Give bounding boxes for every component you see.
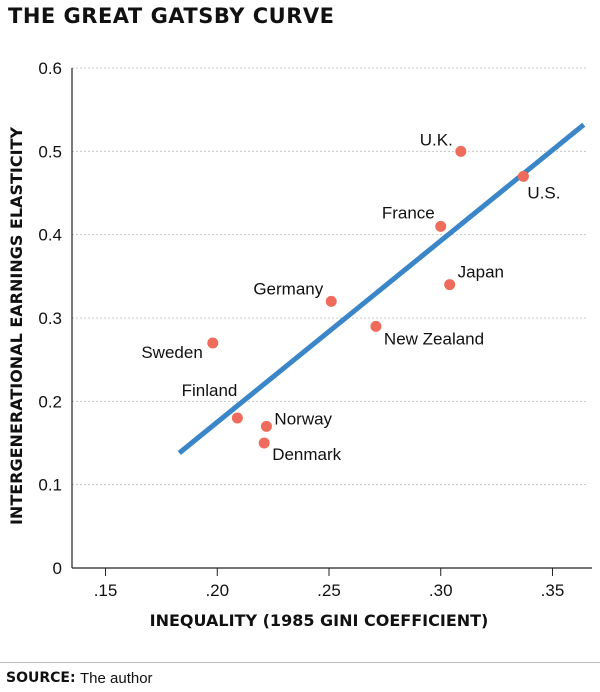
data-point bbox=[517, 170, 529, 182]
source-label: SOURCE: bbox=[6, 670, 76, 686]
point-labels: U.K. U.S. France Japan Germany New Zealand Swe… bbox=[141, 130, 560, 464]
x-tick-label: .25 bbox=[317, 581, 341, 600]
data-point bbox=[455, 145, 467, 157]
point-label: France bbox=[382, 203, 435, 222]
point-label: Finland bbox=[182, 381, 238, 400]
data-point bbox=[207, 337, 219, 349]
point-label: Norway bbox=[274, 409, 332, 428]
y-tick-label: 0 bbox=[53, 559, 62, 578]
x-tick-label: .35 bbox=[541, 581, 565, 600]
data-point bbox=[231, 412, 243, 424]
x-tick-label: .20 bbox=[205, 581, 229, 600]
footer-divider bbox=[0, 662, 600, 663]
point-label: Sweden bbox=[141, 343, 202, 362]
trend-line-group bbox=[177, 122, 586, 455]
scatter-chart: U.K. U.S. France Japan Germany New Zealand Swe… bbox=[7, 59, 592, 630]
point-label: Japan bbox=[458, 263, 504, 282]
gridlines bbox=[72, 67, 586, 486]
y-tick-label: 0.3 bbox=[38, 309, 62, 328]
y-tick-label: 0.1 bbox=[38, 476, 62, 495]
data-point bbox=[325, 295, 337, 307]
data-point bbox=[370, 320, 382, 332]
point-label: Germany bbox=[253, 279, 323, 298]
data-point bbox=[260, 420, 272, 432]
data-point bbox=[258, 437, 270, 449]
y-axis-title: INTERGENERATIONAL EARNINGS ELASTICITY bbox=[7, 127, 26, 525]
y-tick-label: 0.4 bbox=[38, 226, 62, 245]
chart-title: THE GREAT GATSBY CURVE bbox=[8, 4, 335, 28]
data-points bbox=[207, 145, 529, 449]
trend-line bbox=[177, 122, 586, 455]
x-tick-label: .30 bbox=[429, 581, 453, 600]
data-point bbox=[435, 220, 447, 232]
point-label: U.K. bbox=[420, 130, 453, 149]
point-label: Denmark bbox=[272, 445, 341, 464]
source-text: The author bbox=[80, 670, 153, 687]
tick-labels: 0 0.1 0.2 0.3 0.4 0.5 0.6 .15 .20 .25 .30 .35 bbox=[38, 59, 564, 600]
y-tick-label: 0.6 bbox=[38, 59, 62, 78]
x-axis-title: INEQUALITY (1985 GINI COEFFICIENT) bbox=[150, 611, 489, 630]
y-tick-label: 0.5 bbox=[38, 142, 62, 161]
axes bbox=[71, 68, 592, 576]
point-label: New Zealand bbox=[384, 329, 484, 348]
y-tick-label: 0.2 bbox=[38, 392, 62, 411]
data-point bbox=[444, 279, 456, 291]
x-tick-label: .15 bbox=[94, 581, 118, 600]
point-label: U.S. bbox=[527, 183, 560, 202]
